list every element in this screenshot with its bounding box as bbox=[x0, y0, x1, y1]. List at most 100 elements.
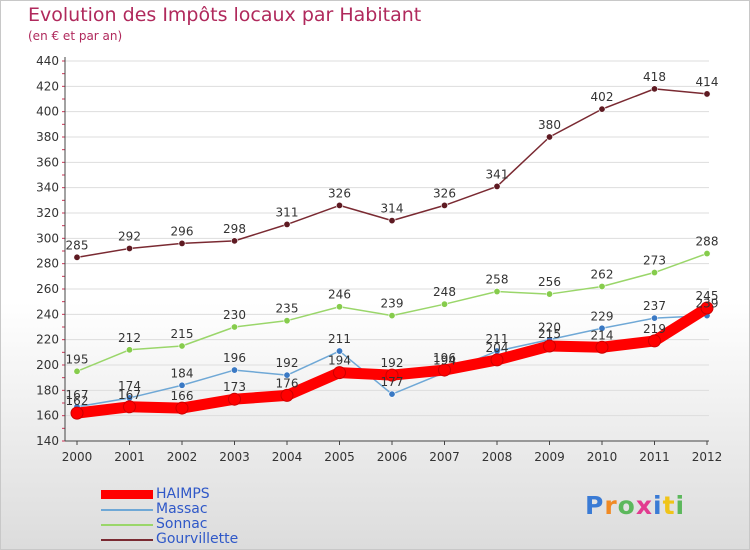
data-point bbox=[178, 342, 186, 350]
data-point bbox=[438, 363, 451, 377]
data-label: 285 bbox=[66, 238, 89, 252]
data-point bbox=[335, 201, 343, 209]
data-label: 174 bbox=[118, 379, 141, 393]
data-label: 239 bbox=[696, 297, 719, 311]
data-label: 256 bbox=[538, 275, 561, 289]
data-label: 296 bbox=[171, 224, 194, 238]
x-tick-label: 2012 bbox=[692, 450, 723, 464]
data-label: 219 bbox=[643, 322, 666, 336]
y-tick-label: 300 bbox=[36, 231, 59, 245]
y-tick-label: 280 bbox=[36, 257, 59, 271]
data-label: 211 bbox=[486, 332, 509, 346]
data-label: 326 bbox=[328, 186, 351, 200]
x-tick-label: 2002 bbox=[167, 450, 198, 464]
data-point bbox=[70, 406, 84, 420]
x-tick-label: 2009 bbox=[534, 450, 565, 464]
data-label: 167 bbox=[118, 388, 141, 402]
data-point bbox=[650, 269, 658, 277]
data-point bbox=[335, 303, 343, 311]
data-label: 248 bbox=[433, 285, 456, 299]
y-tick-label: 340 bbox=[36, 181, 59, 195]
logo-letter: i bbox=[653, 491, 663, 520]
data-point bbox=[598, 282, 606, 290]
data-point bbox=[73, 253, 81, 261]
data-label: 380 bbox=[538, 118, 561, 132]
legend-label: Sonnac bbox=[156, 516, 208, 532]
data-label: 215 bbox=[538, 327, 561, 341]
data-label: 192 bbox=[276, 356, 299, 370]
x-tick-label: 2003 bbox=[219, 450, 250, 464]
data-point bbox=[648, 334, 661, 348]
x-tick-label: 2001 bbox=[114, 450, 145, 464]
data-point bbox=[650, 85, 658, 93]
chart-title: Evolution des Impôts locaux par Habitant bbox=[28, 4, 422, 26]
data-point bbox=[175, 401, 189, 415]
logo-letter: r bbox=[604, 491, 618, 520]
data-point bbox=[598, 105, 606, 113]
data-label: 195 bbox=[66, 352, 89, 366]
data-point bbox=[178, 239, 186, 247]
data-point bbox=[595, 340, 609, 354]
y-tick-label: 160 bbox=[36, 409, 59, 423]
data-point bbox=[598, 324, 606, 332]
data-label: 196 bbox=[433, 351, 456, 365]
data-label: 177 bbox=[381, 375, 404, 389]
data-label: 341 bbox=[486, 167, 509, 181]
data-label: 414 bbox=[696, 75, 719, 89]
data-point bbox=[333, 366, 346, 380]
data-point bbox=[493, 182, 501, 190]
data-label: 212 bbox=[118, 331, 141, 345]
data-label: 246 bbox=[328, 288, 351, 302]
data-point bbox=[335, 347, 343, 355]
data-label: 273 bbox=[643, 254, 666, 268]
data-point bbox=[73, 367, 81, 375]
data-label: 292 bbox=[118, 229, 141, 243]
data-label: 194 bbox=[328, 354, 351, 368]
y-tick-label: 200 bbox=[36, 358, 59, 372]
y-tick-label: 380 bbox=[36, 130, 59, 144]
data-label: 215 bbox=[171, 327, 194, 341]
data-label: 262 bbox=[591, 267, 614, 281]
logo-letter: t bbox=[662, 491, 676, 520]
data-label: 204 bbox=[486, 341, 509, 355]
data-label: 288 bbox=[696, 235, 719, 249]
data-point bbox=[545, 290, 553, 298]
x-tick-label: 2011 bbox=[639, 450, 670, 464]
data-label: 418 bbox=[643, 70, 666, 84]
x-tick-label: 2005 bbox=[324, 450, 355, 464]
logo-letter: x bbox=[635, 491, 653, 520]
data-point bbox=[231, 323, 239, 331]
data-point bbox=[493, 288, 501, 296]
data-point bbox=[703, 90, 711, 98]
data-point bbox=[178, 381, 186, 389]
data-label: 184 bbox=[171, 366, 194, 380]
data-label: 402 bbox=[591, 90, 614, 104]
legend-label: Gourvillette bbox=[156, 531, 239, 547]
data-point bbox=[703, 250, 711, 258]
data-label: 211 bbox=[328, 332, 351, 346]
y-tick-label: 360 bbox=[36, 155, 59, 169]
data-label: 167 bbox=[66, 388, 89, 402]
data-labels: 285 292 296 298 311 326 314 326 341 380 402 418 414 1… bbox=[66, 70, 719, 408]
data-point bbox=[490, 353, 504, 367]
proxiti-logo: Proxiti bbox=[585, 491, 685, 520]
data-point bbox=[126, 346, 134, 354]
legend-label: Massac bbox=[156, 501, 208, 517]
logo-letter: i bbox=[675, 491, 686, 520]
x-tick-label: 2008 bbox=[482, 450, 513, 464]
legend-swatch bbox=[101, 539, 153, 541]
data-label: 230 bbox=[223, 308, 246, 322]
y-tick-label: 440 bbox=[36, 54, 59, 68]
data-label: 311 bbox=[276, 205, 299, 219]
data-label: 239 bbox=[381, 297, 404, 311]
data-label: 258 bbox=[486, 273, 509, 287]
legend-swatch bbox=[101, 490, 153, 499]
data-point bbox=[388, 217, 396, 225]
x-tick-label: 2004 bbox=[272, 450, 303, 464]
legend-swatch bbox=[101, 509, 153, 511]
data-point bbox=[650, 314, 658, 322]
data-point bbox=[231, 237, 239, 245]
x-tick-label: 2007 bbox=[429, 450, 460, 464]
